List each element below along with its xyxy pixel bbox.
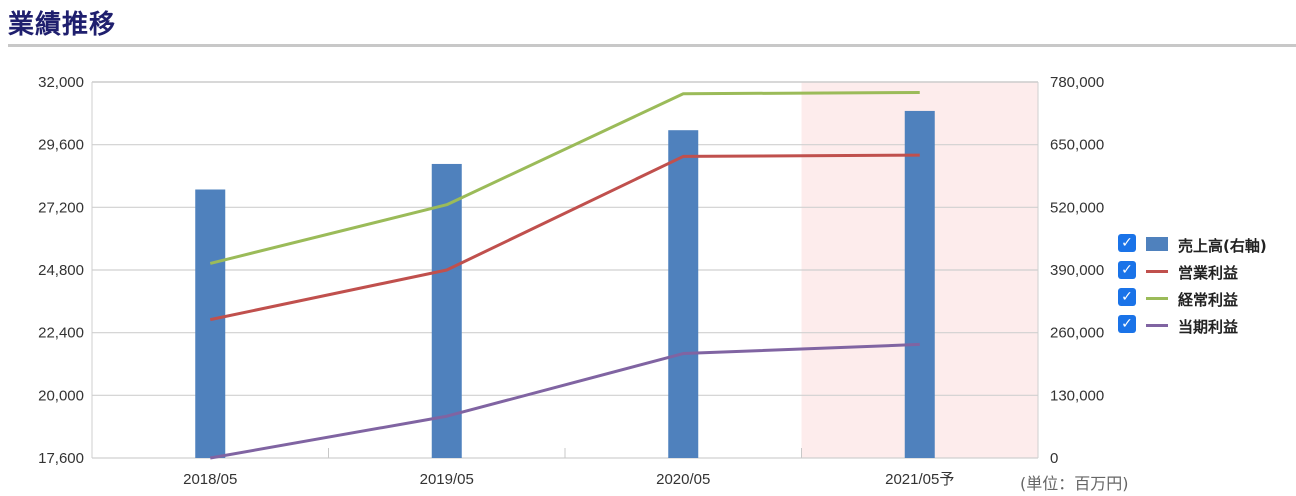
legend-checkbox[interactable]: ✓	[1118, 261, 1136, 279]
legend-swatch	[1146, 324, 1168, 327]
legend-swatch	[1146, 270, 1168, 273]
title-divider	[8, 44, 1296, 47]
left-tick-label: 24,800	[38, 262, 84, 279]
right-tick-label: 650,000	[1050, 137, 1104, 154]
category-label: 2019/05	[420, 471, 474, 488]
right-tick-label: 390,000	[1050, 262, 1104, 279]
bar-sales	[904, 110, 935, 458]
legend-label: 当期利益	[1178, 318, 1239, 336]
left-tick-label: 17,600	[38, 450, 84, 467]
page-title: 業績推移	[8, 10, 117, 40]
series-line-3	[209, 342, 920, 460]
legend-item[interactable]: ✓ 営業利益	[1118, 261, 1293, 282]
left-tick-label: 29,600	[38, 137, 84, 154]
bar-sales	[668, 130, 699, 458]
legend-item[interactable]: ✓ 経常利益	[1118, 288, 1293, 309]
right-tick-label: 130,000	[1050, 387, 1104, 404]
right-tick-label: 520,000	[1050, 199, 1104, 216]
right-tick-label: 780,000	[1050, 74, 1104, 91]
legend-label: 売上高(右軸)	[1178, 237, 1267, 255]
legend-item[interactable]: ✓ 当期利益	[1118, 315, 1293, 336]
legend-label: 営業利益	[1178, 264, 1239, 282]
left-tick-label: 20,000	[38, 387, 84, 404]
legend-swatch	[1146, 297, 1168, 300]
series-line-1	[209, 153, 920, 322]
right-tick-label: 260,000	[1050, 325, 1104, 342]
legend-checkbox[interactable]: ✓	[1118, 288, 1136, 306]
category-label: 2020/05	[656, 471, 710, 488]
right-tick-label: 0	[1050, 450, 1058, 467]
legend-swatch	[1146, 237, 1168, 251]
legend-checkbox[interactable]: ✓	[1118, 315, 1136, 333]
unit-label: (単位：百万円)	[1020, 474, 1129, 493]
bar-sales	[431, 163, 462, 458]
bar-sales	[195, 189, 226, 458]
left-tick-label: 27,200	[38, 199, 84, 216]
legend-item[interactable]: ✓ 売上高(右軸)	[1118, 234, 1293, 255]
left-tick-label: 22,400	[38, 325, 84, 342]
legend-label: 経常利益	[1178, 291, 1239, 309]
category-label: 2018/05	[183, 471, 237, 488]
legend-checkbox[interactable]: ✓	[1118, 234, 1136, 252]
left-tick-label: 32,000	[38, 74, 84, 91]
category-label: 2021/05予	[885, 471, 954, 488]
series-line-2	[209, 90, 920, 265]
